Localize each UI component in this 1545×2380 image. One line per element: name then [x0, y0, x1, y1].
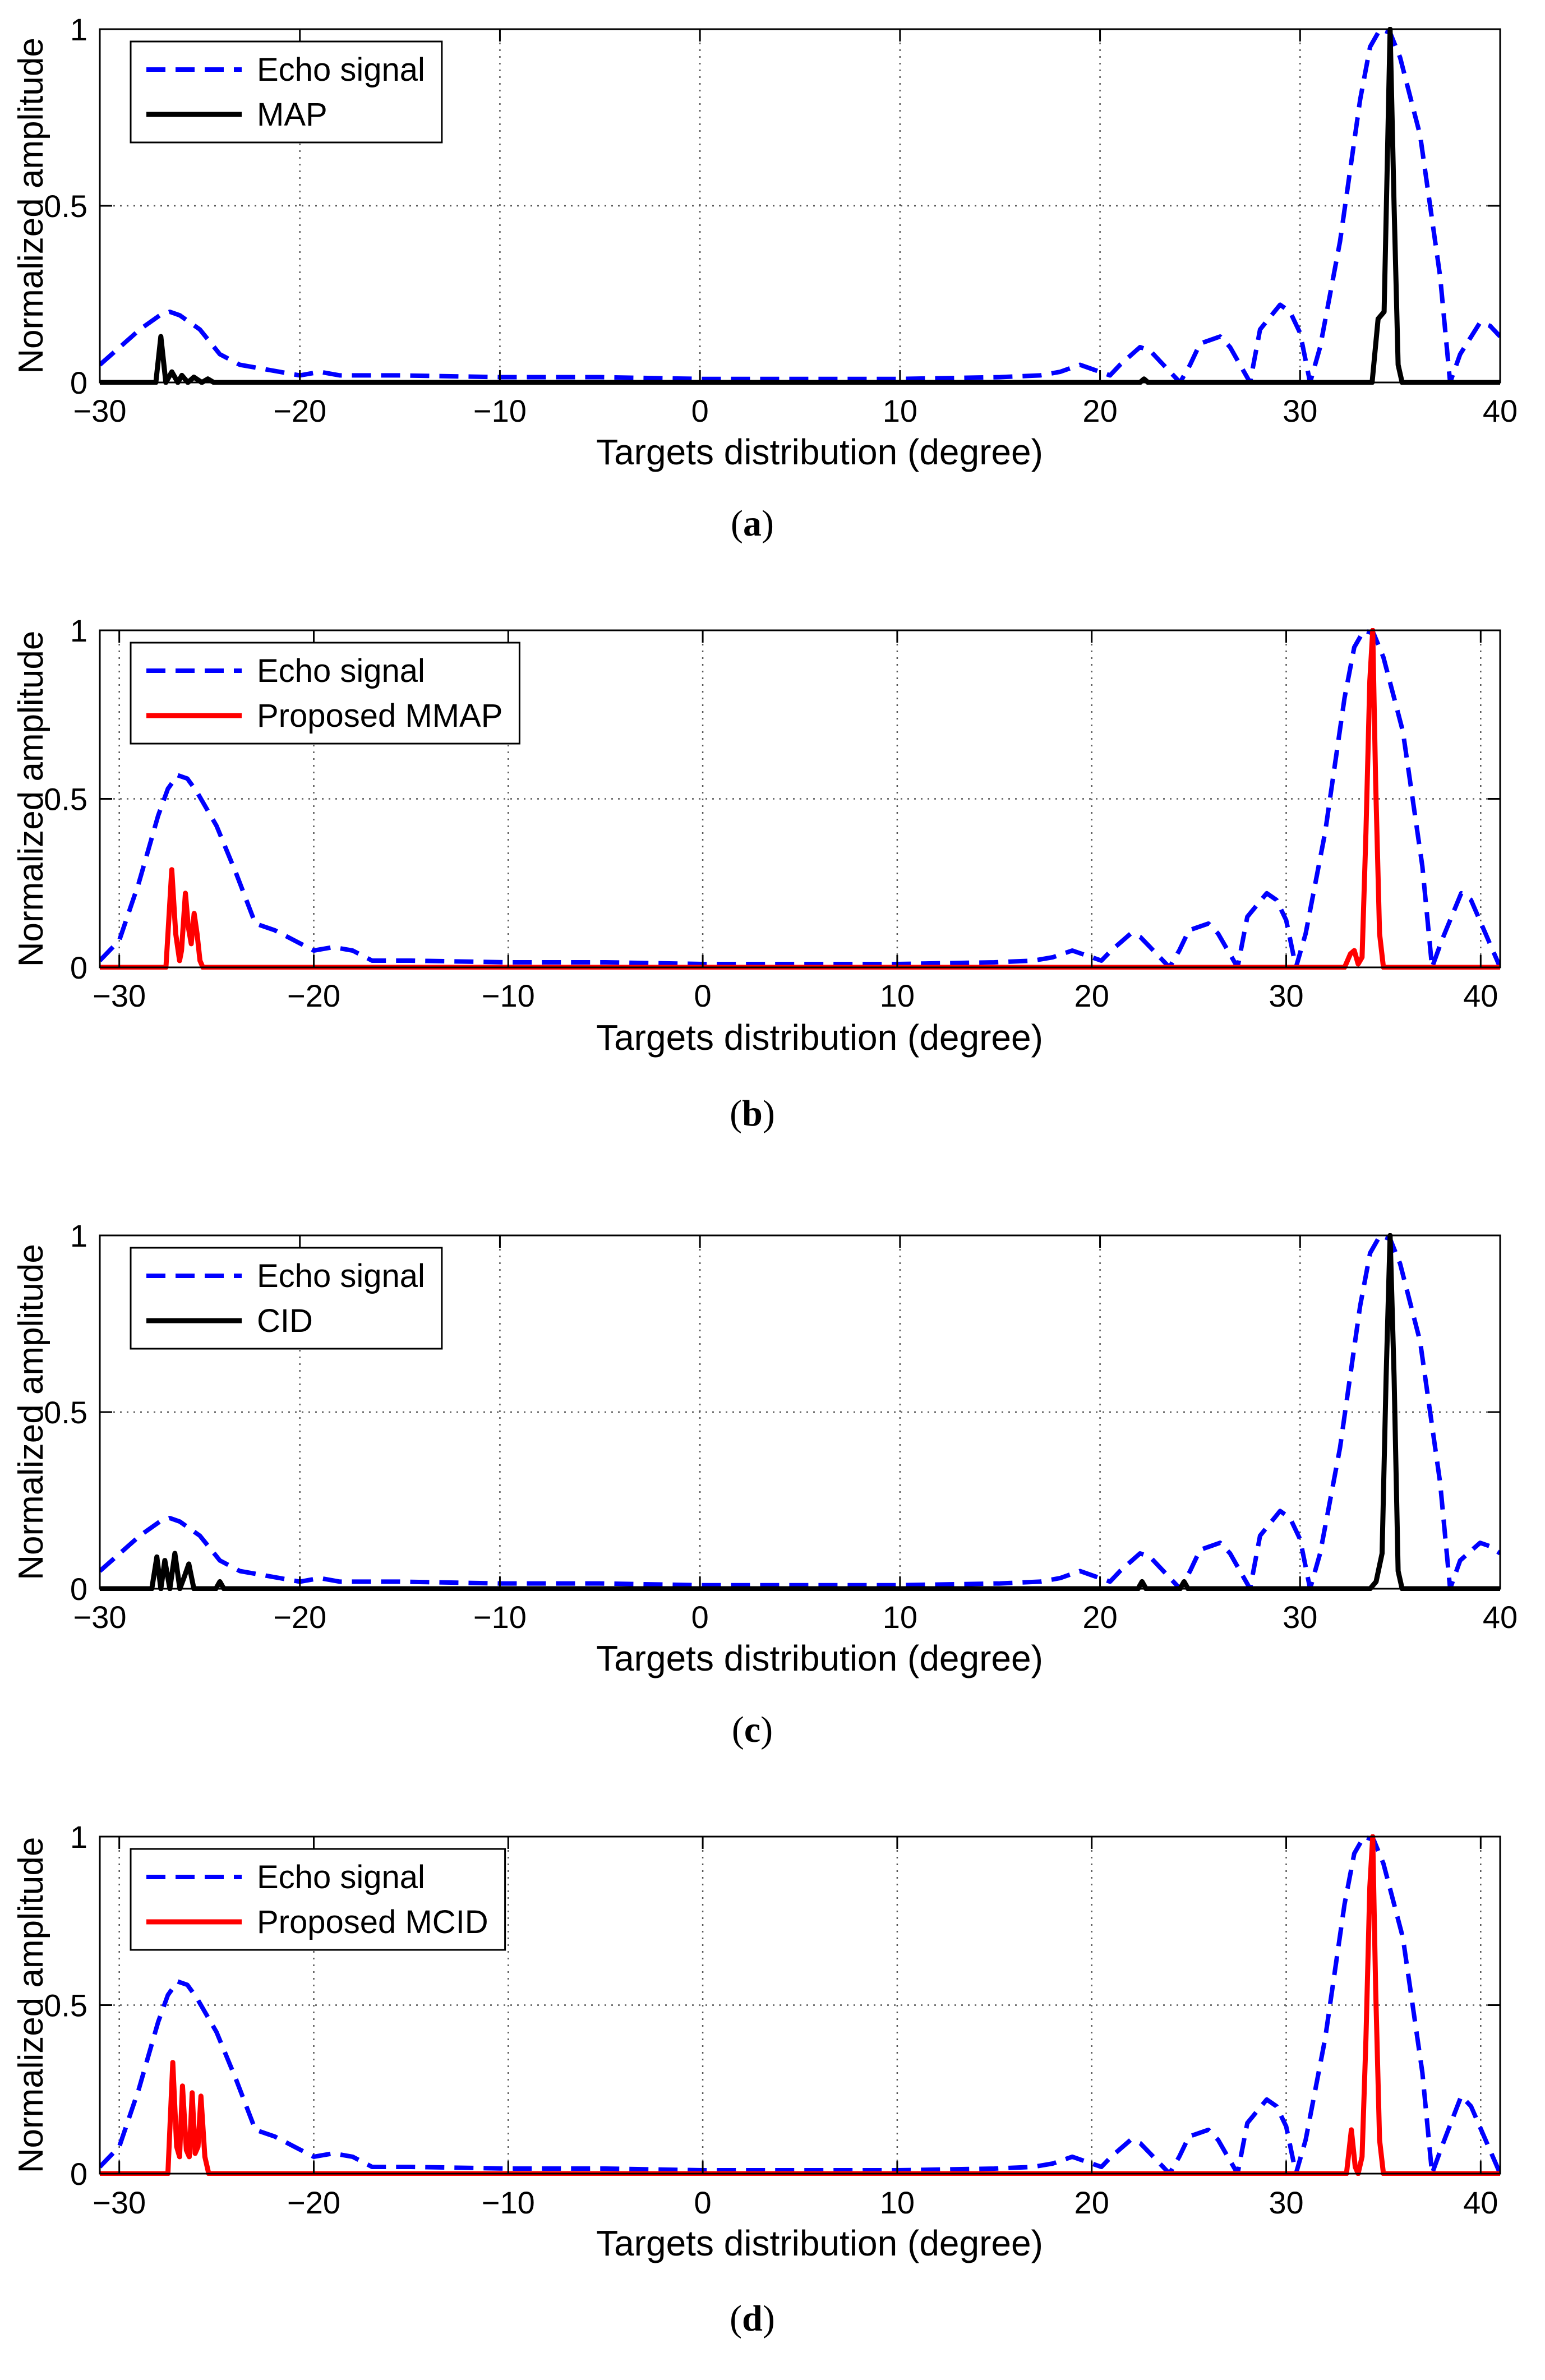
legend-label: Proposed MCID: [257, 1904, 488, 1940]
x-tick-label: 20: [1082, 393, 1117, 428]
y-tick-label: 0.5: [44, 782, 87, 817]
x-tick-label: 20: [1074, 2185, 1109, 2220]
x-tick-label: −10: [482, 978, 535, 1013]
x-tick-label: 10: [880, 978, 915, 1013]
x-axis-label: Targets distribution (degree): [596, 2223, 1043, 2263]
x-tick-label: −20: [287, 978, 340, 1013]
x-axis-label: Targets distribution (degree): [596, 1638, 1043, 1678]
x-tick-label: 30: [1269, 2185, 1303, 2220]
chart-panel-d: −30 −20 −10 0 10 20 30 40 0 0.5 1 Targets distribut…: [12, 1819, 1501, 2339]
x-tick-label: −30: [73, 393, 127, 428]
x-tick-label: 40: [1463, 2185, 1498, 2220]
x-tick-label: 10: [883, 1599, 917, 1635]
x-tick-label: −10: [473, 1599, 527, 1635]
x-axis-label: Targets distribution (degree): [596, 432, 1043, 472]
x-tick-label: −20: [273, 393, 326, 428]
y-axis-label: Normalized amplitude: [12, 1244, 50, 1580]
chart-panel-a: −30 −20 −10 0 10 20 30 40 0 0.5 1 Targets distribut…: [12, 12, 1518, 544]
legend-box: [130, 40, 443, 144]
series-line-echo-signal: [100, 1834, 1500, 2176]
y-tick-label: 0: [70, 1571, 87, 1607]
panel-caption: (d): [730, 2298, 775, 2339]
y-tick-label: 0: [70, 950, 87, 985]
y-tick-label: 0.5: [44, 188, 87, 224]
x-tick-label: −10: [482, 2185, 535, 2220]
x-tick-label: 0: [691, 393, 709, 428]
y-tick-label: 0: [70, 2156, 87, 2192]
x-tick-label: 0: [691, 1599, 709, 1635]
panel-caption: (c): [732, 1709, 773, 1750]
legend: Echo signal CID: [130, 1247, 443, 1350]
y-axis-label: Normalized amplitude: [12, 1837, 50, 2174]
legend-label: Echo signal: [257, 1258, 425, 1294]
x-axis-label: Targets distribution (degree): [596, 1017, 1043, 1058]
x-tick-label: −30: [93, 2185, 146, 2220]
y-tick-label: 1: [70, 12, 87, 47]
series-line-echo-signal: [100, 27, 1500, 385]
y-tick-label: 1: [70, 1218, 87, 1253]
y-tick-label: 0: [70, 365, 87, 400]
y-axis-label: Normalized amplitude: [12, 631, 50, 967]
legend-label: Echo signal: [257, 653, 425, 689]
x-tick-label: 30: [1269, 978, 1303, 1013]
panel-caption: (b): [730, 1093, 775, 1134]
legend-box: [130, 642, 520, 745]
x-tick-label: −20: [273, 1599, 326, 1635]
x-tick-label: 10: [883, 393, 917, 428]
x-tick-label: 40: [1483, 1599, 1518, 1635]
legend-box: [130, 1247, 443, 1350]
x-tick-label: −30: [73, 1599, 127, 1635]
y-axis-label: Normalized amplitude: [12, 38, 50, 374]
x-tick-label: −20: [287, 2185, 340, 2220]
legend-label: CID: [257, 1303, 313, 1339]
y-tick-label: 0.5: [44, 1988, 87, 2023]
series-line-echo-signal: [100, 628, 1500, 970]
panel-caption: (a): [731, 503, 774, 544]
x-tick-label: 30: [1283, 1599, 1317, 1635]
chart-panel-c: −30 −20 −10 0 10 20 30 40 0 0.5 1 Targets distribut…: [12, 1218, 1518, 1750]
x-tick-label: 30: [1283, 393, 1317, 428]
x-tick-label: 20: [1074, 978, 1109, 1013]
legend: Echo signal Proposed MCID: [130, 1848, 506, 1951]
legend-box: [130, 1848, 506, 1951]
legend-label: Proposed MMAP: [257, 698, 502, 734]
y-tick-label: 1: [70, 613, 87, 648]
x-tick-label: 0: [694, 978, 712, 1013]
legend-label: Echo signal: [257, 52, 425, 88]
legend-label: Echo signal: [257, 1859, 425, 1895]
x-tick-label: −30: [93, 978, 146, 1013]
x-tick-label: 40: [1483, 393, 1518, 428]
series-line-echo-signal: [100, 1233, 1500, 1591]
legend: Echo signal MAP: [130, 40, 443, 144]
chart-panel-b: −30 −20 −10 0 10 20 30 40 0 0.5 1 Targets distribut…: [12, 613, 1501, 1134]
x-tick-label: 40: [1463, 978, 1498, 1013]
x-tick-label: 20: [1082, 1599, 1117, 1635]
y-tick-label: 1: [70, 1819, 87, 1855]
x-tick-label: 10: [880, 2185, 915, 2220]
x-tick-label: 0: [694, 2185, 712, 2220]
legend: Echo signal Proposed MMAP: [130, 642, 520, 745]
y-tick-label: 0.5: [44, 1395, 87, 1430]
x-tick-label: −10: [473, 393, 527, 428]
legend-label: MAP: [257, 96, 328, 133]
